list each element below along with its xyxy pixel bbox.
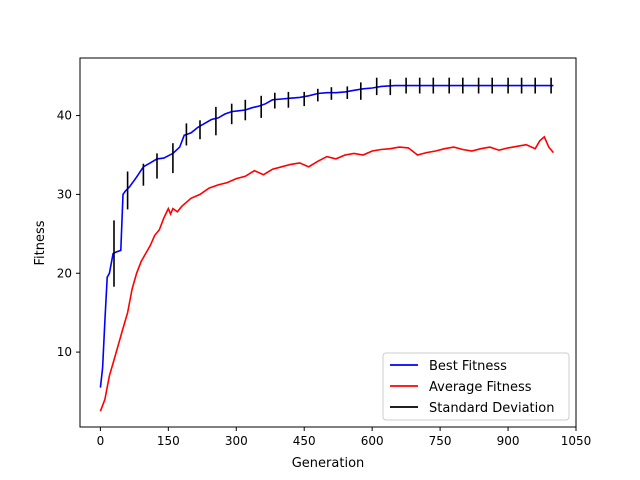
x-tick-label: 600 [361, 434, 384, 448]
x-tick-label: 300 [225, 434, 248, 448]
x-tick-label: 1050 [561, 434, 592, 448]
legend-label-average-fitness: Average Fitness [429, 380, 532, 395]
x-axis: 0 150 300 450 600 750 900 1050 [97, 427, 592, 448]
series-line-best-fitness [99, 84, 554, 388]
y-tick-label: 30 [57, 187, 72, 201]
legend-box [382, 352, 570, 421]
y-tick-label: 20 [57, 266, 72, 280]
y-tick-label: 40 [57, 109, 72, 123]
x-axis-label: Generation [292, 456, 365, 471]
plot-frame [79, 57, 577, 428]
y-axis: 10 20 30 40 [57, 109, 80, 359]
x-tick-label: 150 [157, 434, 180, 448]
series-line-average-fitness [99, 135, 555, 412]
legend: Best Fitness Average Fitness Standard De… [382, 352, 570, 421]
x-tick-label: 0 [97, 434, 105, 448]
x-tick-label: 750 [429, 434, 452, 448]
legend-label-standard-deviation: Standard Deviation [429, 401, 554, 416]
y-axis-label: Fitness [33, 220, 48, 265]
x-tick-label: 450 [293, 434, 316, 448]
legend-label-best-fitness: Best Fitness [429, 359, 507, 374]
y-tick-label: 10 [57, 345, 72, 359]
x-tick-label: 900 [497, 434, 520, 448]
